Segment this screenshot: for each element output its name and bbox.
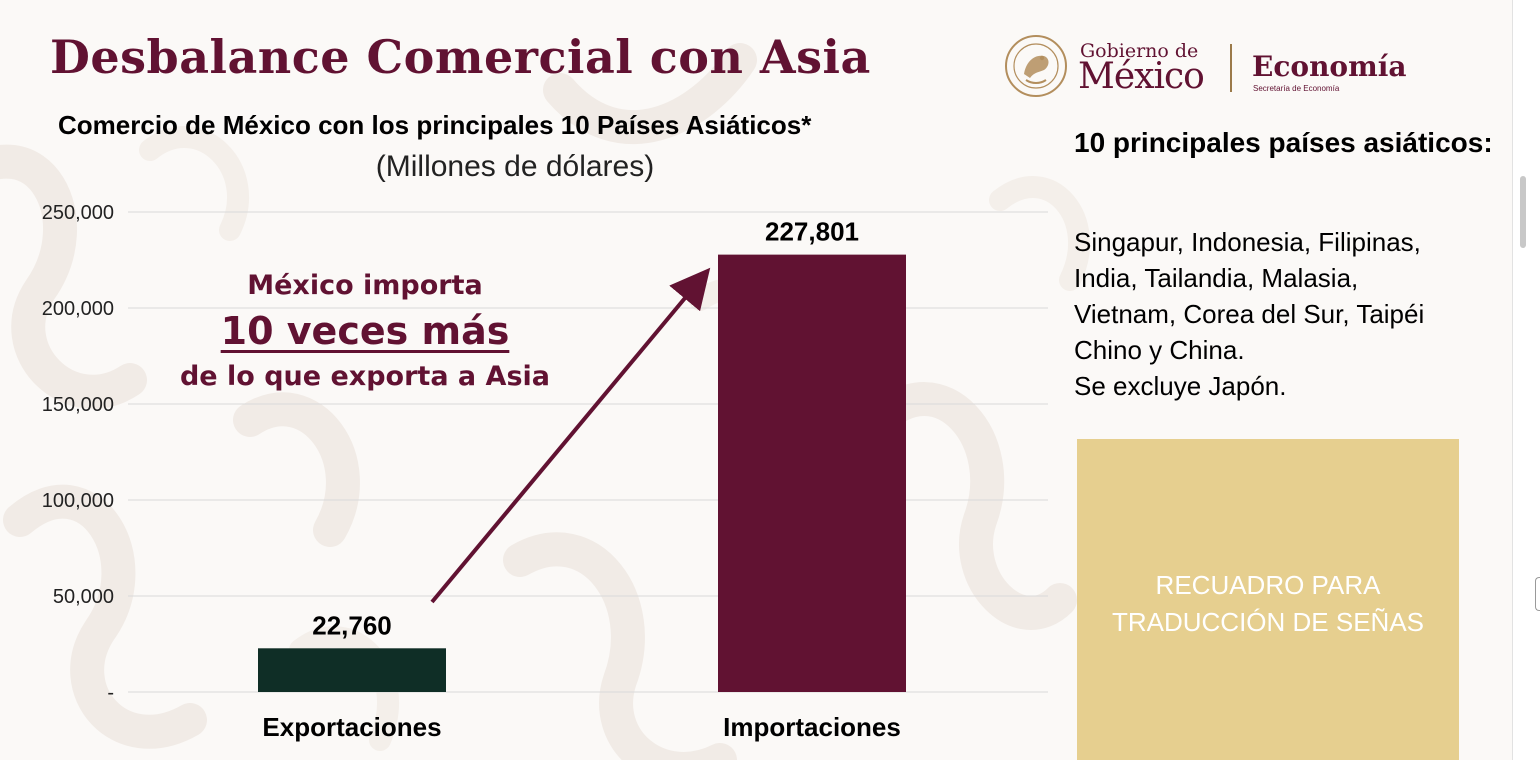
chart-annotation: México importa 10 veces más de lo que ex… bbox=[150, 266, 580, 398]
scrollbar-thumb[interactable] bbox=[1520, 176, 1526, 248]
bar-chart: - 50,000 100,000 150,000 200,000 250,000 22,7… bbox=[42, 202, 1048, 742]
y-tick-label: 50,000 bbox=[53, 586, 114, 608]
y-tick-label: 200,000 bbox=[42, 298, 114, 320]
annotation-arrow bbox=[430, 267, 711, 604]
economia-text: Economía bbox=[1252, 50, 1407, 83]
logo-divider bbox=[1230, 44, 1232, 92]
country-line: Vietnam, Corea del Sur, Taipéi bbox=[1074, 299, 1425, 329]
slide-title: Desbalance Comercial con Asia bbox=[50, 30, 871, 84]
side-country-list: Singapur, Indonesia, Filipinas, India, T… bbox=[1074, 224, 1504, 404]
y-tick-label: 100,000 bbox=[42, 490, 114, 512]
chart-title: Comercio de México con los principales 1… bbox=[58, 110, 812, 140]
category-label: Importaciones bbox=[723, 712, 901, 742]
country-line: Singapur, Indonesia, Filipinas, bbox=[1074, 227, 1421, 257]
gobierno-de-text: Gobierno de bbox=[1080, 40, 1199, 62]
side-panel-tab[interactable] bbox=[1535, 577, 1540, 611]
sign-box-text: RECUADRO PARA TRADUCCIÓN DE SEÑAS bbox=[1077, 567, 1459, 641]
annotation-line2: 10 veces más bbox=[220, 309, 510, 353]
vertical-scrollbar[interactable] bbox=[1512, 0, 1540, 760]
country-line: Chino y China. bbox=[1074, 335, 1245, 365]
mexico-seal-icon bbox=[1005, 35, 1067, 97]
annotation-line3: de lo que exporta a Asia bbox=[179, 361, 550, 392]
country-line: India, Tailandia, Malasia, bbox=[1074, 263, 1359, 293]
category-label: Exportaciones bbox=[262, 712, 441, 742]
sign-language-box: RECUADRO PARA TRADUCCIÓN DE SEÑAS bbox=[1077, 439, 1459, 760]
gobierno-economia-logo: Gobierno de México Economía Secretaría d… bbox=[1004, 34, 1414, 98]
bar-importaciones bbox=[718, 254, 906, 692]
data-label: 22,760 bbox=[312, 610, 392, 640]
secretaria-de-economia-text: Secretaría de Economía bbox=[1253, 84, 1340, 93]
bar-exportaciones bbox=[258, 648, 446, 692]
chart-subtitle: (Millones de dólares) bbox=[375, 150, 655, 183]
y-tick-label: 250,000 bbox=[42, 202, 114, 224]
exclusion-note: Se excluye Japón. bbox=[1074, 371, 1287, 401]
data-label: 227,801 bbox=[765, 217, 859, 247]
sign-box-line2: TRADUCCIÓN DE SEÑAS bbox=[1111, 607, 1425, 637]
y-tick-label: 150,000 bbox=[42, 394, 114, 416]
y-tick-label: - bbox=[107, 682, 114, 704]
side-heading: 10 principales países asiáticos: bbox=[1074, 127, 1493, 158]
sign-box-line1: RECUADRO PARA bbox=[1155, 570, 1381, 600]
annotation-line1: México importa bbox=[247, 270, 483, 301]
mexico-text: México bbox=[1078, 56, 1205, 97]
